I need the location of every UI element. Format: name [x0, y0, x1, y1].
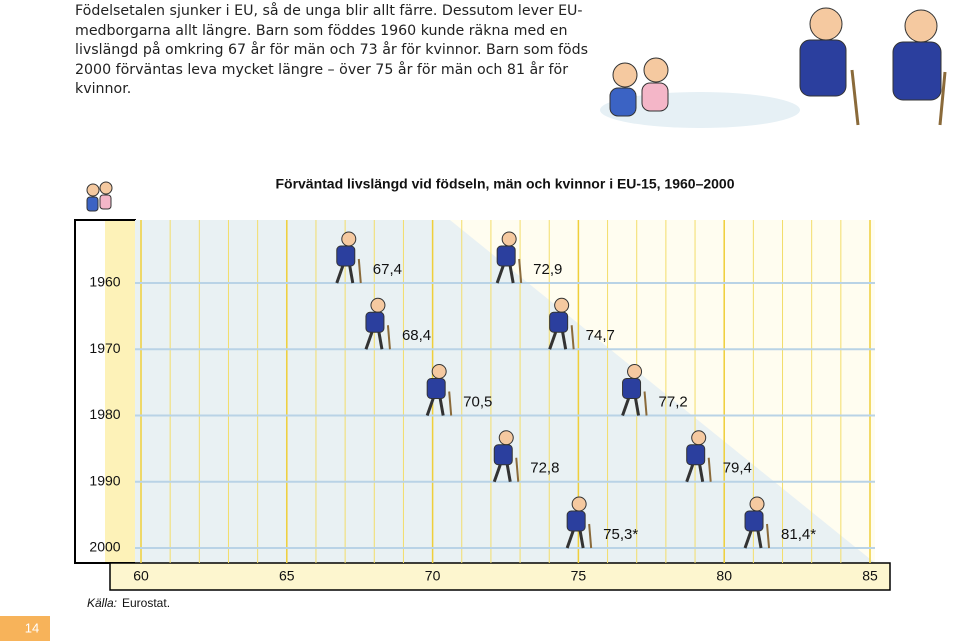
person-mark	[565, 496, 593, 549]
body	[426, 378, 446, 399]
background-band	[135, 220, 875, 563]
cane	[386, 325, 391, 350]
body	[365, 311, 385, 333]
y-category-label: 2000	[89, 539, 120, 555]
body	[686, 444, 706, 466]
x-tick-label: 70	[425, 568, 441, 584]
person-mark	[685, 430, 712, 483]
x-axis-bar	[109, 562, 891, 591]
head	[571, 496, 587, 512]
leg	[495, 265, 505, 284]
value-label: 77,2	[659, 393, 688, 410]
page-number-box	[0, 616, 50, 641]
head	[501, 231, 517, 247]
head	[691, 430, 707, 446]
body	[566, 510, 586, 532]
leg	[348, 265, 355, 284]
value-label: 74,7	[586, 327, 615, 344]
value-label: 72,8	[530, 460, 559, 477]
body	[493, 444, 513, 466]
leg	[505, 464, 512, 483]
leg	[685, 464, 695, 483]
chart-title: Förväntad livslängd vid födseln, män och…	[275, 176, 734, 192]
y-category-label: 1960	[89, 274, 120, 290]
leg	[743, 530, 753, 549]
cane	[707, 457, 712, 482]
person-mark	[495, 231, 523, 284]
cane	[766, 523, 771, 549]
head	[341, 231, 357, 247]
head	[498, 430, 514, 446]
head	[627, 364, 643, 379]
cane	[518, 258, 523, 284]
y-category-label: 1990	[89, 472, 120, 488]
leg	[364, 331, 374, 350]
cane	[643, 391, 648, 416]
source-label: Källa:	[87, 596, 117, 610]
head	[554, 297, 570, 313]
head	[749, 496, 765, 512]
body	[549, 311, 569, 333]
body	[744, 510, 764, 532]
leg	[377, 331, 384, 350]
cane	[588, 523, 593, 549]
cane	[448, 391, 453, 416]
person-mark	[548, 297, 575, 350]
value-label: 67,4	[373, 261, 402, 278]
value-label: 70,5	[463, 393, 492, 410]
leg	[425, 398, 435, 416]
body	[496, 245, 516, 267]
leg	[565, 530, 575, 549]
value-label: 68,4	[402, 327, 431, 344]
person-mark	[364, 297, 391, 350]
person-mark	[743, 496, 771, 549]
value-label: 72,9	[533, 261, 562, 278]
x-tick-label: 60	[133, 568, 149, 584]
x-tick-label: 65	[279, 568, 295, 584]
value-label: 79,4	[723, 460, 752, 477]
leg	[548, 331, 558, 350]
cane	[515, 457, 520, 482]
head	[431, 364, 447, 379]
person-mark	[492, 430, 520, 483]
body	[336, 245, 356, 267]
chart-layer: 60 65 70 75 80 85 1960 1970 1980 1990 2000 67,4 68,4…	[89, 220, 878, 584]
y-category-label: 1980	[89, 406, 120, 422]
person-mark	[425, 364, 453, 416]
leg	[634, 398, 641, 416]
leg	[438, 398, 445, 416]
leg	[756, 530, 763, 549]
y-category-label: 1970	[89, 340, 120, 356]
head	[370, 297, 386, 313]
leg	[621, 398, 630, 416]
x-tick-label: 80	[716, 568, 732, 584]
illustration	[86, 7, 947, 212]
cane	[357, 258, 362, 284]
leg	[698, 464, 705, 483]
intro-text: Födelsetalen sjunker i EU, så de unga bl…	[75, 3, 589, 97]
leg	[508, 265, 515, 284]
leg	[578, 530, 585, 549]
leg	[561, 331, 568, 350]
source: Eurostat.	[122, 596, 170, 610]
person-mark	[621, 364, 648, 416]
x-tick-label: 75	[571, 568, 587, 584]
x-tick-label: 85	[862, 568, 878, 584]
cane	[570, 325, 575, 350]
leg	[335, 265, 345, 284]
body	[622, 378, 642, 399]
value-label: 81,4*	[781, 526, 816, 543]
page-number: 14	[25, 620, 39, 635]
value-label: 75,3*	[603, 526, 638, 543]
leg	[492, 464, 502, 483]
person-mark	[335, 231, 362, 284]
category-band	[105, 221, 135, 562]
